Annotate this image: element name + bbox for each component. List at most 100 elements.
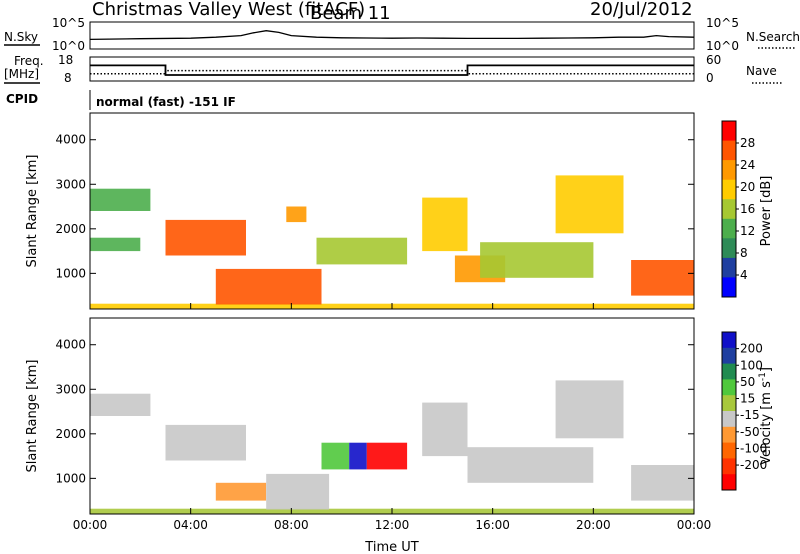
y-tick-label: 1000 <box>55 266 86 280</box>
nsky-label: N.Sky <box>4 30 38 44</box>
heatmap-region-9 <box>480 242 594 278</box>
x-tick-label: 20:00 <box>576 518 611 532</box>
heatmap-region-3 <box>165 219 246 256</box>
heatmap-region-10 <box>555 175 624 234</box>
power-x-ticks <box>89 303 695 309</box>
heatmap-region-3 <box>215 482 267 501</box>
heatmap-region-8 <box>422 402 468 457</box>
colorbar-swatch <box>722 257 736 278</box>
heatmap-region-11 <box>631 465 694 501</box>
nsky-series-line <box>89 30 695 41</box>
beam-label: Beam 11 <box>310 3 391 24</box>
colorbar-tick-label: 50 <box>740 375 755 389</box>
y-tick-label: 2000 <box>55 427 86 441</box>
x-tick-label: 08:00 <box>274 518 309 532</box>
colorbar-swatch <box>722 474 736 491</box>
colorbar-swatch <box>722 379 736 396</box>
velocity-colorbar-label: Velocity [m s-1] <box>758 367 774 465</box>
colorbar-swatch <box>722 277 736 298</box>
power-y-axis: 1000 2000 3000 4000 <box>55 133 694 280</box>
heatmap-region-5 <box>286 206 307 223</box>
colorbar-swatch <box>722 458 736 475</box>
power-y-label: Slant Range [km] <box>25 155 40 268</box>
power-colorbar-label: Power [dB] <box>759 176 774 247</box>
sky-noise-frame <box>89 21 695 50</box>
x-tick-label: 00:00 <box>677 518 712 532</box>
colorbar-swatch <box>722 332 736 349</box>
colorbar-swatch <box>722 179 736 200</box>
nave-tick-bottom: 0 <box>706 71 714 85</box>
heatmap-region-4 <box>215 268 322 305</box>
colorbar-tick-label: 4 <box>740 268 748 282</box>
nsearch-label: N.Search <box>746 30 800 44</box>
colorbar-tick-label: 100 <box>740 358 763 372</box>
velocity-y-label: Slant Range [km] <box>25 360 40 473</box>
colorbar-swatch <box>722 218 736 239</box>
date-label: 20/Jul/2012 <box>590 0 693 20</box>
y-tick-label: 4000 <box>55 133 86 147</box>
colorbar-swatch <box>722 160 736 181</box>
x-tick-label: 04:00 <box>173 518 208 532</box>
colorbar-tick-label: -50 <box>740 425 760 439</box>
colorbar-tick-label: 24 <box>740 158 755 172</box>
heatmap-region-0 <box>90 188 151 211</box>
heatmap-region-6 <box>316 237 408 265</box>
colorbar-swatch <box>722 442 736 459</box>
freq-series-line <box>90 64 694 76</box>
x-tick-label: 12:00 <box>375 518 410 532</box>
y-tick-label: 4000 <box>55 338 86 352</box>
velocity-heatmap <box>90 380 694 514</box>
heatmap-region-0 <box>90 393 151 416</box>
power-heatmap <box>90 175 694 309</box>
colorbar-swatch <box>722 363 736 380</box>
colorbar-tick-label: -15 <box>740 408 760 422</box>
heatmap-region-7 <box>366 442 408 470</box>
x-axis-label: Time UT <box>364 540 418 554</box>
nsky-tick-bottom: 10^0 <box>52 39 85 53</box>
colorbar-tick-label: -200 <box>740 458 767 472</box>
heatmap-region-7 <box>422 197 468 252</box>
cpid-text: normal (fast) -151 IF <box>96 95 236 109</box>
colorbar-tick-label: 12 <box>740 224 755 238</box>
nave-tick-top: 60 <box>706 53 721 67</box>
colorbar-tick-label: 15 <box>740 392 755 406</box>
colorbar-tick-label: 28 <box>740 136 755 150</box>
colorbar-swatch <box>722 121 736 142</box>
nsky-tick-top: 10^5 <box>52 16 85 30</box>
nave-label: Nave <box>746 64 777 78</box>
x-tick-label: 16:00 <box>475 518 510 532</box>
heatmap-region-5 <box>321 442 350 470</box>
colorbar-tick-label: 8 <box>740 246 748 260</box>
y-tick-label: 2000 <box>55 222 86 236</box>
freq-tick-bottom: 8 <box>64 71 72 85</box>
y-tick-label: 3000 <box>55 177 86 191</box>
freq-unit: [MHz] <box>4 67 39 81</box>
y-tick-label: 1000 <box>55 471 86 485</box>
power-colorbar: 4 8 12 16 20 24 28 <box>721 120 755 298</box>
heatmap-region-6 <box>349 442 367 470</box>
colorbar-swatch <box>722 395 736 412</box>
colorbar-swatch <box>722 199 736 220</box>
nsearch-tick-bottom: 10^0 <box>706 39 739 53</box>
colorbar-tick-label: -100 <box>740 441 767 455</box>
freq-tick-top: 18 <box>58 53 73 67</box>
y-tick-label: 3000 <box>55 382 86 396</box>
colorbar-swatch <box>722 238 736 259</box>
colorbar-tick-label: 200 <box>740 342 763 356</box>
heatmap-region-2 <box>165 424 246 461</box>
velocity-x-axis: 00:00 04:00 08:00 12:00 16:00 20:00 00:00 <box>73 508 712 532</box>
heatmap-region-9 <box>467 447 594 483</box>
x-tick-label: 00:00 <box>73 518 108 532</box>
plot-title: Christmas Valley West (fitACF) <box>92 0 365 20</box>
colorbar-swatch <box>722 347 736 365</box>
colorbar-swatch <box>722 140 736 161</box>
heatmap-region-11 <box>631 260 694 296</box>
nsearch-tick-top: 10^5 <box>706 16 739 30</box>
nave-series-line <box>90 69 694 75</box>
heatmap-region-1 <box>90 237 141 252</box>
colorbar-swatch <box>722 426 736 444</box>
freq-label: Freq. <box>14 54 44 68</box>
colorbar-tick-label: 20 <box>740 180 755 194</box>
heatmap-region-10 <box>555 380 624 439</box>
